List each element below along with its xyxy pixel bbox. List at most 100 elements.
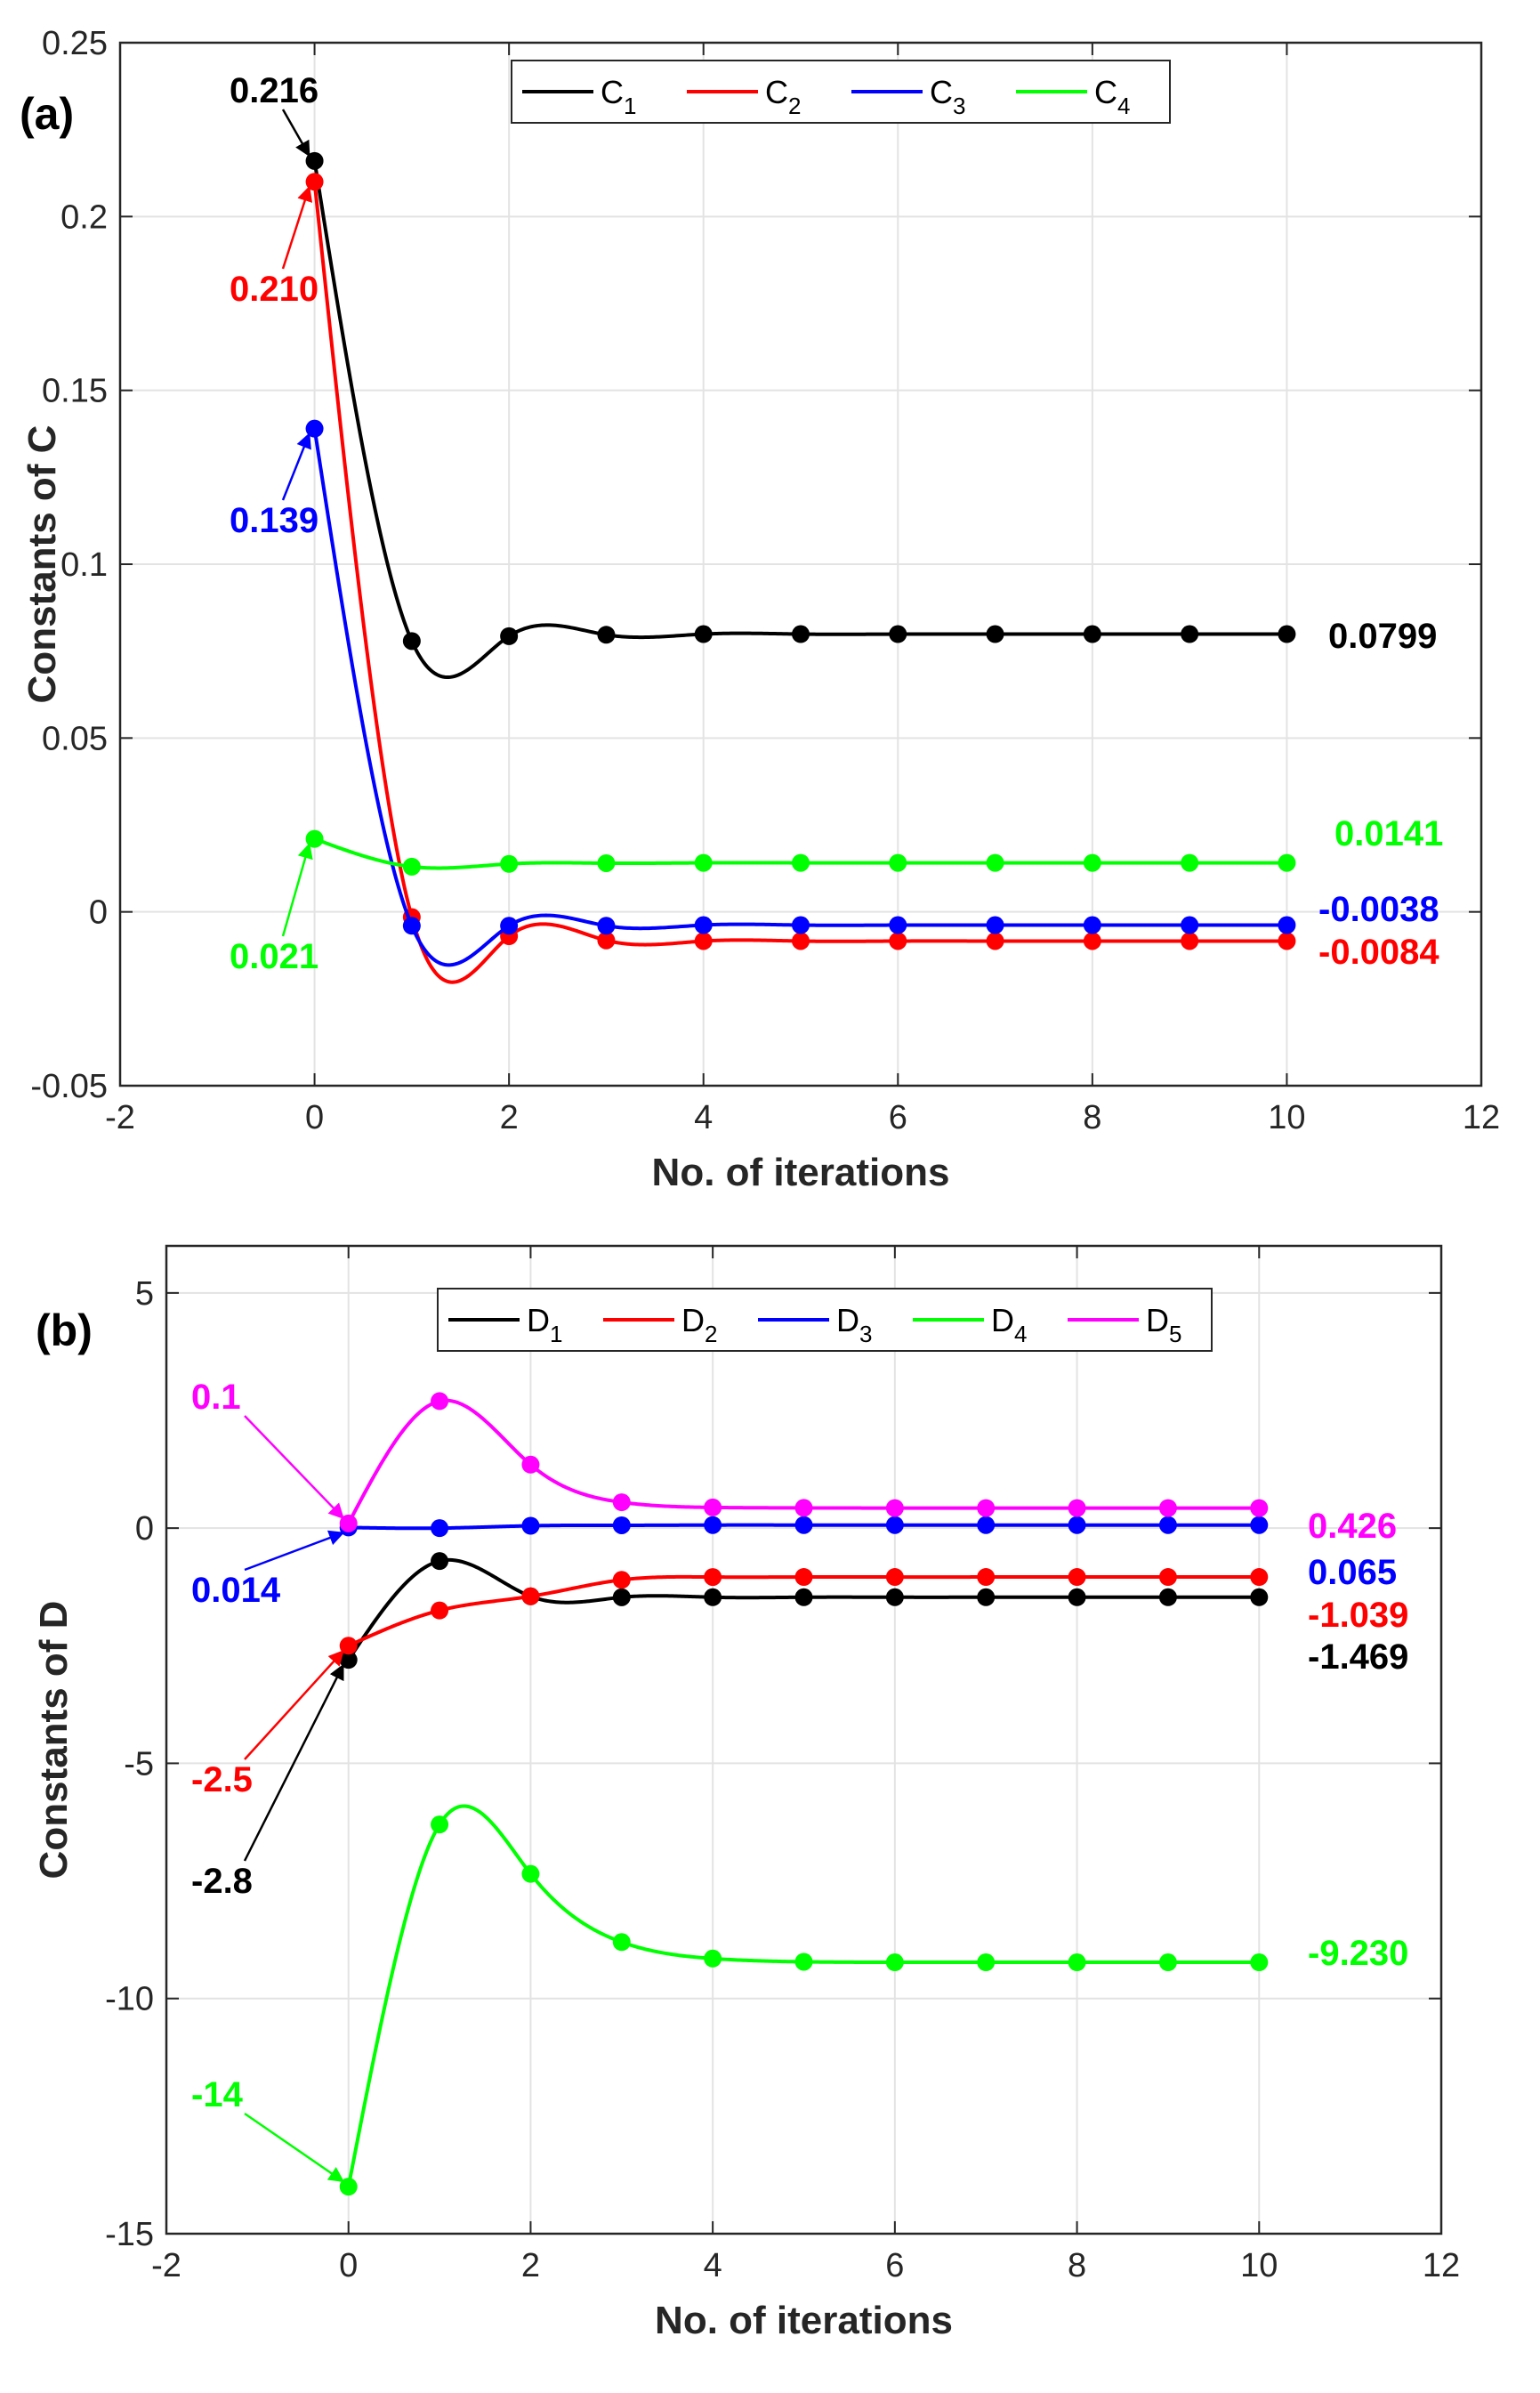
- data-point-c3: [986, 916, 1004, 934]
- data-point-d4: [431, 1815, 449, 1834]
- y-tick-label: -15: [105, 2216, 154, 2253]
- data-point-c2: [1181, 932, 1199, 950]
- data-point-d3: [885, 1516, 904, 1534]
- data-point-d1: [1250, 1588, 1269, 1606]
- data-point-c4: [1083, 853, 1101, 872]
- data-point-c3: [1083, 916, 1101, 934]
- data-point-d3: [1250, 1516, 1269, 1534]
- legend-entry-name: D: [836, 1302, 859, 1338]
- data-point-d1: [1068, 1588, 1086, 1606]
- data-point-d2: [885, 1568, 904, 1587]
- data-point-d3: [794, 1516, 813, 1534]
- x-tick-label: 8: [1083, 1099, 1101, 1136]
- data-point-d4: [1068, 1953, 1086, 1972]
- legend-entry: C1: [601, 74, 636, 119]
- data-point-c2: [597, 931, 616, 950]
- data-point-c4: [986, 853, 1004, 872]
- data-point-d2: [1250, 1568, 1269, 1587]
- y-axis-label: Constants of D: [32, 1601, 76, 1880]
- data-point-d2: [977, 1568, 996, 1587]
- axes-frame: [165, 1244, 1443, 2235]
- data-point-c2: [792, 932, 810, 950]
- annotation-label: 0.210: [230, 270, 318, 309]
- legend-entry-subscript: 1: [550, 1321, 562, 1347]
- legend: C1 C2 C3 C4: [511, 60, 1171, 124]
- legend-entry-subscript: 2: [705, 1321, 717, 1347]
- y-tick-label: 5: [135, 1275, 154, 1313]
- legend-entry: D5: [1146, 1302, 1181, 1347]
- data-point-d1: [431, 1552, 449, 1571]
- annotation-arrow: [243, 1663, 344, 1862]
- data-point-d3: [431, 1519, 449, 1538]
- data-point-d1: [794, 1588, 813, 1606]
- x-tick-label: 0: [305, 1099, 324, 1136]
- annotation-arrow: [244, 2112, 345, 2183]
- data-point-d3: [1068, 1516, 1086, 1534]
- data-point-d5: [1250, 1499, 1269, 1517]
- data-point-c1: [986, 625, 1004, 643]
- data-point-c1: [889, 625, 907, 643]
- annotation-label: -14: [191, 2075, 244, 2114]
- data-point-c3: [402, 917, 421, 935]
- axes-frame: [118, 41, 1483, 1087]
- data-point-d2: [521, 1587, 540, 1605]
- data-point-d2: [1068, 1568, 1086, 1587]
- legend: D1 D2 D3 D4 D5: [437, 1288, 1213, 1352]
- y-tick-label: 0.05: [42, 720, 108, 757]
- data-point-d5: [1158, 1499, 1177, 1517]
- legend-entry-subscript: 2: [788, 93, 801, 119]
- y-tick-label: 0.1: [60, 546, 108, 584]
- legend-entry-name: C: [930, 74, 953, 110]
- y-tick-label: -0.05: [30, 1068, 108, 1105]
- data-point-d5: [521, 1455, 540, 1474]
- y-tick-label: -5: [124, 1745, 154, 1783]
- data-point-c1: [1181, 625, 1199, 643]
- annotation-label: -0.0084: [1318, 933, 1439, 972]
- data-point-d3: [1158, 1516, 1177, 1534]
- data-point-d5: [1068, 1499, 1086, 1517]
- y-tick-label: 0.15: [42, 373, 108, 410]
- legend-entry: D4: [991, 1302, 1027, 1347]
- data-point-d1: [977, 1588, 996, 1606]
- legend-entry-name: D: [991, 1302, 1014, 1338]
- data-point-c3: [1278, 916, 1296, 934]
- data-point-c3: [792, 916, 810, 934]
- data-point-c1: [1278, 625, 1296, 643]
- data-point-d4: [339, 2178, 358, 2196]
- annotation-label: 0.0799: [1328, 617, 1437, 656]
- legend-entry-name: C: [765, 74, 788, 110]
- data-point-d3: [521, 1516, 540, 1535]
- legend-entry-name: C: [1094, 74, 1117, 110]
- x-tick-label: 4: [704, 2247, 722, 2284]
- data-point-d5: [794, 1499, 813, 1517]
- y-tick-label: 0: [135, 1510, 154, 1548]
- legend-entry: C4: [1094, 74, 1130, 119]
- data-point-d2: [431, 1601, 449, 1620]
- data-point-d3: [977, 1516, 996, 1534]
- data-point-d2: [612, 1571, 631, 1589]
- legend-entry-subscript: 3: [859, 1321, 872, 1347]
- data-point-c1: [792, 625, 810, 643]
- data-point-c1: [402, 632, 421, 651]
- data-point-c2: [1083, 932, 1101, 950]
- data-point-c4: [694, 853, 713, 872]
- data-point-d2: [1158, 1568, 1177, 1587]
- legend-entry-subscript: 4: [1014, 1321, 1027, 1347]
- data-point-d4: [521, 1864, 540, 1883]
- x-tick-label: 6: [889, 1099, 907, 1136]
- annotation-label: 0.0141: [1334, 814, 1443, 853]
- legend-entry-subscript: 4: [1117, 93, 1130, 119]
- annotation-label: -1.039: [1308, 1596, 1408, 1635]
- data-point-d1: [1158, 1588, 1177, 1606]
- x-tick-label: 12: [1423, 2247, 1460, 2284]
- data-point-d5: [885, 1499, 904, 1517]
- data-point-c1: [597, 626, 616, 644]
- data-point-d4: [612, 1933, 631, 1952]
- data-point-d5: [431, 1392, 449, 1411]
- x-tick-label: 2: [500, 1099, 519, 1136]
- data-point-c2: [1278, 932, 1296, 950]
- y-tick-label: 0.25: [42, 25, 108, 62]
- data-point-d3: [612, 1516, 631, 1534]
- legend-box: [511, 60, 1171, 124]
